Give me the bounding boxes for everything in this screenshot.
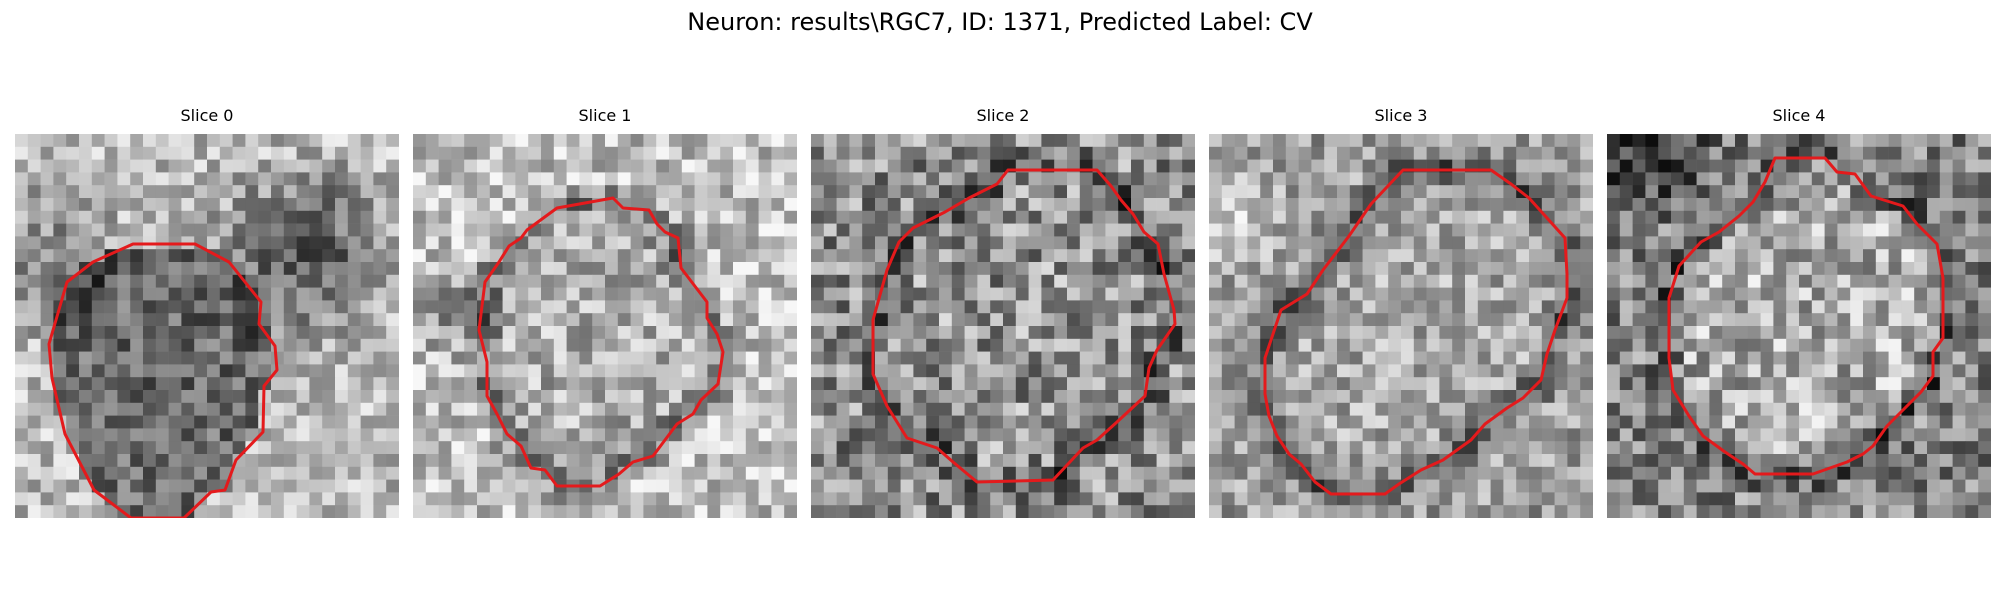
slice-panel-1: Slice 1 <box>413 106 797 518</box>
neuron-contour-4 <box>1667 156 1945 476</box>
pixel-grid-3 <box>1209 134 1593 518</box>
slice-panel-0: Slice 0 <box>15 106 399 518</box>
pixel-grid-1 <box>413 134 797 518</box>
slice-title-2: Slice 2 <box>976 106 1030 125</box>
slice-panel-3: Slice 3 <box>1209 106 1593 518</box>
neuron-contour-0 <box>47 242 279 518</box>
slice-title-4: Slice 4 <box>1772 106 1826 125</box>
neuron-contour-1 <box>477 196 725 488</box>
slice-image-3 <box>1209 134 1593 518</box>
figure-title: Neuron: results\RGC7, ID: 1371, Predicte… <box>687 8 1313 36</box>
slice-panel-4: Slice 4 <box>1607 106 1991 518</box>
slice-title-0: Slice 0 <box>180 106 234 125</box>
pixel-grid-2 <box>811 134 1195 518</box>
neuron-contour-2 <box>871 168 1177 484</box>
slice-image-2 <box>811 134 1195 518</box>
slice-image-1 <box>413 134 797 518</box>
slice-title-1: Slice 1 <box>578 106 632 125</box>
slice-title-3: Slice 3 <box>1374 106 1428 125</box>
slice-image-0 <box>15 134 399 518</box>
slice-panel-2: Slice 2 <box>811 106 1195 518</box>
pixel-grid-0 <box>15 134 399 518</box>
neuron-contour-3 <box>1263 168 1569 496</box>
slice-image-4 <box>1607 134 1991 518</box>
pixel-grid-4 <box>1607 134 1991 518</box>
